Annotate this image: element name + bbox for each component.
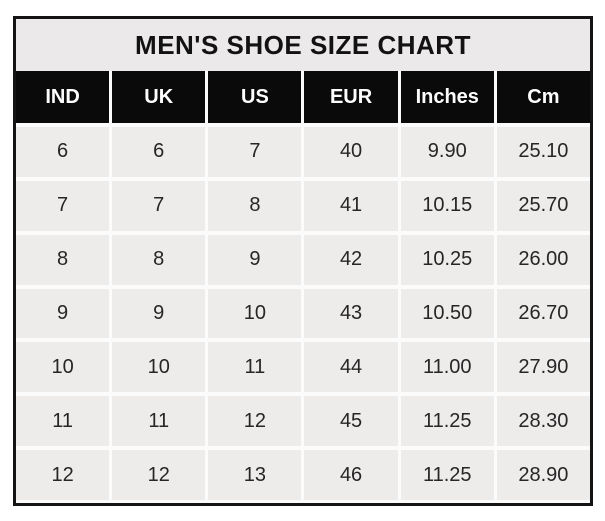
table-cell: 13 [208, 450, 302, 500]
table-cell: 25.70 [496, 180, 590, 231]
table-cell: 10 [112, 342, 206, 393]
table-cell: 12 [208, 396, 302, 447]
table-cell: 41 [304, 180, 398, 231]
table-cell: 10 [208, 288, 302, 339]
table-cell: 11.25 [400, 396, 494, 447]
chart-title: MEN'S SHOE SIZE CHART [16, 19, 590, 71]
column-header-us: US [208, 71, 302, 123]
table-cell: 9 [16, 288, 110, 339]
table-cell: 7 [112, 180, 206, 231]
table-cell: 44 [304, 342, 398, 393]
table-cell: 42 [304, 234, 398, 285]
table-cell: 11.25 [400, 450, 494, 500]
table-cell: 9 [208, 234, 302, 285]
table-cell: 26.00 [496, 234, 590, 285]
table-cell: 45 [304, 396, 398, 447]
table-cell: 10.15 [400, 180, 494, 231]
table-cell: 43 [304, 288, 398, 339]
table-cell: 7 [16, 180, 110, 231]
table-cell: 26.70 [496, 288, 590, 339]
table-cell: 28.90 [496, 450, 590, 500]
table-cell: 9.90 [400, 127, 494, 177]
table-cell: 11 [112, 396, 206, 447]
table-cell: 12 [16, 450, 110, 500]
table-cell: 28.30 [496, 396, 590, 447]
table-cell: 9 [112, 288, 206, 339]
table-cell: 27.90 [496, 342, 590, 393]
table-cell: 8 [16, 234, 110, 285]
table-cell: 11 [16, 396, 110, 447]
table-cell: 10 [16, 342, 110, 393]
column-header-ind: IND [16, 71, 110, 123]
table-grid: IND UK US EUR Inches Cm 6 6 7 40 9.90 25… [16, 71, 590, 503]
shoe-size-chart-table: MEN'S SHOE SIZE CHART IND UK US EUR Inch… [13, 16, 593, 506]
table-cell: 11 [208, 342, 302, 393]
column-header-uk: UK [112, 71, 206, 123]
column-header-cm: Cm [496, 71, 590, 123]
table-cell: 25.10 [496, 127, 590, 177]
table-cell: 6 [16, 127, 110, 177]
table-cell: 7 [208, 127, 302, 177]
column-header-inches: Inches [400, 71, 494, 123]
table-cell: 11.00 [400, 342, 494, 393]
table-cell: 46 [304, 450, 398, 500]
table-cell: 8 [208, 180, 302, 231]
table-cell: 6 [112, 127, 206, 177]
column-header-eur: EUR [304, 71, 398, 123]
table-cell: 8 [112, 234, 206, 285]
table-cell: 12 [112, 450, 206, 500]
table-cell: 10.50 [400, 288, 494, 339]
table-cell: 40 [304, 127, 398, 177]
table-cell: 10.25 [400, 234, 494, 285]
